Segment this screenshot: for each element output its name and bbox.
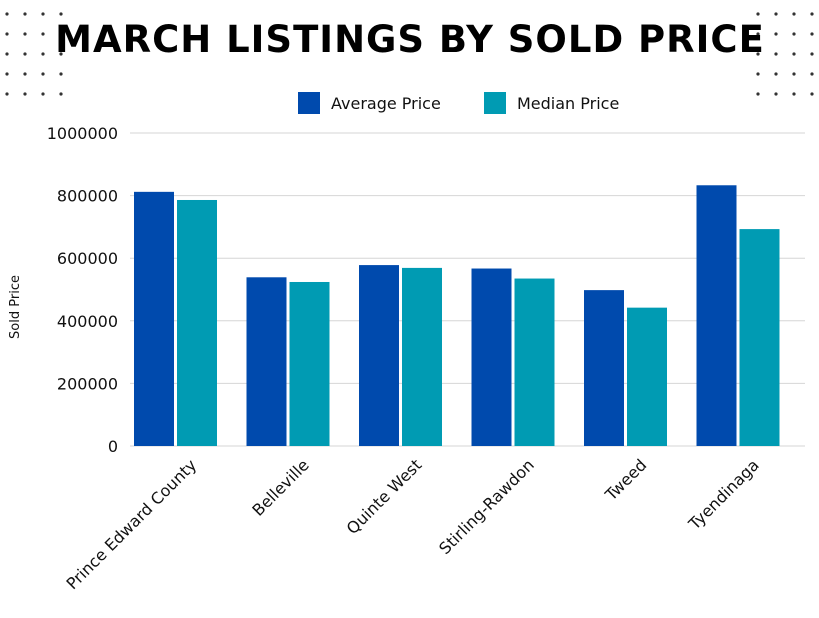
decorative-dot — [59, 52, 63, 56]
decorative-dot — [756, 72, 760, 76]
decorative-dot — [5, 92, 9, 96]
decorative-dot — [756, 92, 760, 96]
x-axis-labels: Prince Edward County Belleville Quinte Wes… — [62, 455, 762, 593]
decorative-dot — [59, 72, 63, 76]
chart-title: MARCH LISTINGS BY SOLD PRICE — [55, 18, 765, 61]
decorative-dot — [774, 52, 778, 56]
decorative-dot — [810, 92, 814, 96]
bars — [134, 185, 780, 446]
y-tick-label: 1000000 — [47, 124, 118, 143]
decorative-dot — [59, 12, 63, 16]
decorative-dot — [792, 72, 796, 76]
decorative-dot — [774, 92, 778, 96]
decorative-dot — [41, 92, 45, 96]
decorative-dot — [41, 52, 45, 56]
decorative-dot — [23, 72, 27, 76]
bar-average-1 — [246, 277, 287, 446]
decorative-dot — [774, 72, 778, 76]
decorative-dot — [5, 72, 9, 76]
decorative-dot — [810, 72, 814, 76]
bar-median-2 — [402, 267, 442, 446]
decorative-dot — [59, 32, 63, 36]
bar-average-3 — [471, 268, 512, 446]
bar-median-5 — [739, 229, 780, 446]
legend-label-average: Average Price — [331, 94, 441, 113]
decorative-dot — [774, 12, 778, 16]
decorative-dot — [792, 12, 796, 16]
decorative-dot — [5, 32, 9, 36]
y-tick-label: 0 — [108, 437, 118, 456]
legend-label-median: Median Price — [517, 94, 619, 113]
bar-median-0 — [177, 199, 217, 446]
decorative-dot — [774, 32, 778, 36]
bar-average-2 — [359, 265, 399, 446]
decorative-dot — [792, 32, 796, 36]
legend-swatch-average — [298, 92, 320, 114]
y-tick-label: 400000 — [57, 312, 118, 331]
decorative-dot — [23, 12, 27, 16]
decorative-dot — [5, 52, 9, 56]
decorative-dots-left — [5, 12, 63, 96]
bar-median-4 — [627, 307, 667, 446]
decorative-dot — [41, 72, 45, 76]
decorative-dot — [810, 52, 814, 56]
x-tick-label: Belleville — [248, 455, 312, 519]
bar-median-3 — [514, 278, 555, 446]
decorative-dot — [792, 52, 796, 56]
decorative-dot — [756, 52, 760, 56]
x-tick-label: Tyendinaga — [684, 455, 763, 534]
y-tick-label: 800000 — [57, 187, 118, 206]
decorative-dot — [23, 92, 27, 96]
gridlines — [130, 132, 805, 447]
decorative-dot — [756, 32, 760, 36]
bar-average-5 — [696, 185, 737, 446]
bar-average-4 — [584, 290, 624, 446]
legend: Average Price Median Price — [298, 92, 619, 114]
decorative-dot — [59, 92, 63, 96]
decorative-dots-right — [756, 12, 814, 96]
y-tick-label: 200000 — [57, 374, 118, 393]
decorative-dot — [41, 12, 45, 16]
x-tick-label: Tweed — [601, 455, 651, 505]
y-axis-ticks: 0 200000 400000 600000 800000 1000000 — [47, 124, 118, 456]
decorative-dot — [41, 32, 45, 36]
decorative-dot — [23, 32, 27, 36]
decorative-dot — [756, 12, 760, 16]
y-axis-label: Sold Price — [8, 275, 23, 339]
x-tick-label: Stirling-Rawdon — [435, 455, 538, 558]
decorative-dot — [810, 12, 814, 16]
bar-median-1 — [289, 281, 330, 446]
y-tick-label: 600000 — [57, 249, 118, 268]
decorative-dot — [792, 92, 796, 96]
decorative-dot — [810, 32, 814, 36]
decorative-dot — [23, 52, 27, 56]
x-tick-label: Prince Edward County — [62, 455, 200, 593]
x-tick-label: Quinte West — [343, 455, 426, 538]
decorative-dot — [5, 12, 9, 16]
bar-average-0 — [134, 191, 174, 446]
legend-swatch-median — [484, 92, 506, 114]
